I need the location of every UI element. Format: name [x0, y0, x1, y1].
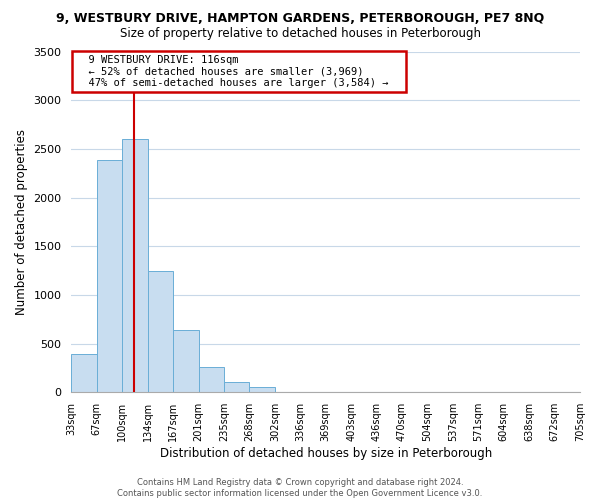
Bar: [71, 354, 97, 393]
Bar: [199, 367, 224, 392]
Text: 9 WESTBURY DRIVE: 116sqm  
  ← 52% of detached houses are smaller (3,969)  
  47: 9 WESTBURY DRIVE: 116sqm ← 52% of detach…: [76, 55, 401, 88]
Bar: [250, 387, 275, 392]
Bar: [97, 160, 122, 392]
Text: 9, WESTBURY DRIVE, HAMPTON GARDENS, PETERBOROUGH, PE7 8NQ: 9, WESTBURY DRIVE, HAMPTON GARDENS, PETE…: [56, 12, 544, 26]
Bar: [122, 139, 148, 392]
Text: Size of property relative to detached houses in Peterborough: Size of property relative to detached ho…: [119, 28, 481, 40]
X-axis label: Distribution of detached houses by size in Peterborough: Distribution of detached houses by size …: [160, 447, 492, 460]
Text: Contains HM Land Registry data © Crown copyright and database right 2024.
Contai: Contains HM Land Registry data © Crown c…: [118, 478, 482, 498]
Bar: [148, 270, 173, 392]
Bar: [224, 382, 250, 392]
Y-axis label: Number of detached properties: Number of detached properties: [15, 129, 28, 315]
Bar: [173, 330, 199, 392]
